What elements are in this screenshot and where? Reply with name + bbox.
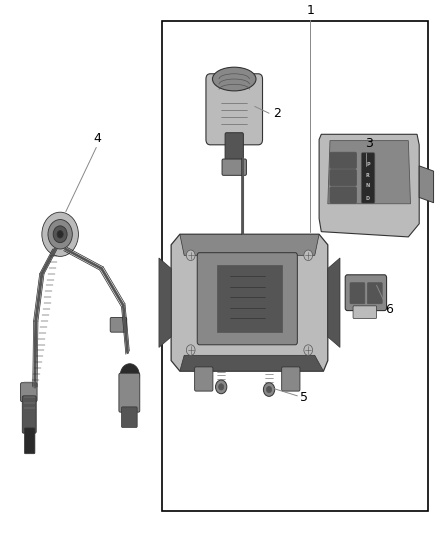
FancyBboxPatch shape bbox=[110, 318, 127, 332]
Circle shape bbox=[219, 384, 224, 390]
FancyBboxPatch shape bbox=[194, 367, 213, 391]
Polygon shape bbox=[217, 265, 282, 332]
FancyBboxPatch shape bbox=[25, 428, 35, 454]
FancyBboxPatch shape bbox=[119, 373, 140, 412]
FancyBboxPatch shape bbox=[330, 169, 357, 186]
Text: 6: 6 bbox=[385, 303, 393, 316]
Circle shape bbox=[42, 212, 78, 256]
Polygon shape bbox=[328, 258, 340, 348]
Bar bbox=[162, 21, 428, 511]
Circle shape bbox=[53, 226, 67, 243]
Polygon shape bbox=[180, 356, 323, 371]
Text: N: N bbox=[366, 183, 370, 188]
FancyBboxPatch shape bbox=[330, 187, 357, 203]
Circle shape bbox=[186, 250, 195, 261]
Text: 5: 5 bbox=[300, 391, 307, 404]
Text: P: P bbox=[366, 163, 370, 167]
Text: 1: 1 bbox=[307, 4, 314, 17]
Text: R: R bbox=[366, 173, 370, 178]
Polygon shape bbox=[171, 235, 328, 371]
Circle shape bbox=[57, 231, 63, 238]
FancyBboxPatch shape bbox=[353, 306, 377, 319]
FancyBboxPatch shape bbox=[21, 383, 37, 402]
Circle shape bbox=[263, 383, 275, 397]
FancyBboxPatch shape bbox=[282, 367, 300, 391]
Ellipse shape bbox=[212, 67, 256, 91]
Circle shape bbox=[304, 250, 313, 261]
Polygon shape bbox=[328, 141, 410, 204]
Text: 4: 4 bbox=[93, 132, 101, 145]
FancyBboxPatch shape bbox=[345, 275, 387, 311]
Polygon shape bbox=[159, 258, 171, 348]
FancyBboxPatch shape bbox=[121, 407, 137, 427]
Circle shape bbox=[186, 345, 195, 356]
Circle shape bbox=[48, 220, 72, 249]
FancyBboxPatch shape bbox=[367, 282, 382, 304]
Circle shape bbox=[304, 345, 313, 356]
Polygon shape bbox=[180, 235, 319, 255]
FancyBboxPatch shape bbox=[350, 282, 365, 304]
Polygon shape bbox=[419, 166, 434, 203]
FancyBboxPatch shape bbox=[222, 159, 247, 175]
FancyBboxPatch shape bbox=[330, 152, 357, 168]
Polygon shape bbox=[319, 134, 419, 237]
FancyBboxPatch shape bbox=[225, 133, 244, 165]
FancyBboxPatch shape bbox=[197, 253, 297, 345]
Text: D: D bbox=[366, 196, 370, 201]
FancyBboxPatch shape bbox=[206, 74, 262, 145]
Circle shape bbox=[215, 380, 227, 394]
Circle shape bbox=[266, 386, 272, 393]
FancyBboxPatch shape bbox=[22, 396, 36, 433]
Circle shape bbox=[120, 364, 139, 387]
Text: 2: 2 bbox=[273, 107, 281, 120]
Text: 3: 3 bbox=[365, 137, 373, 150]
FancyBboxPatch shape bbox=[361, 153, 375, 203]
